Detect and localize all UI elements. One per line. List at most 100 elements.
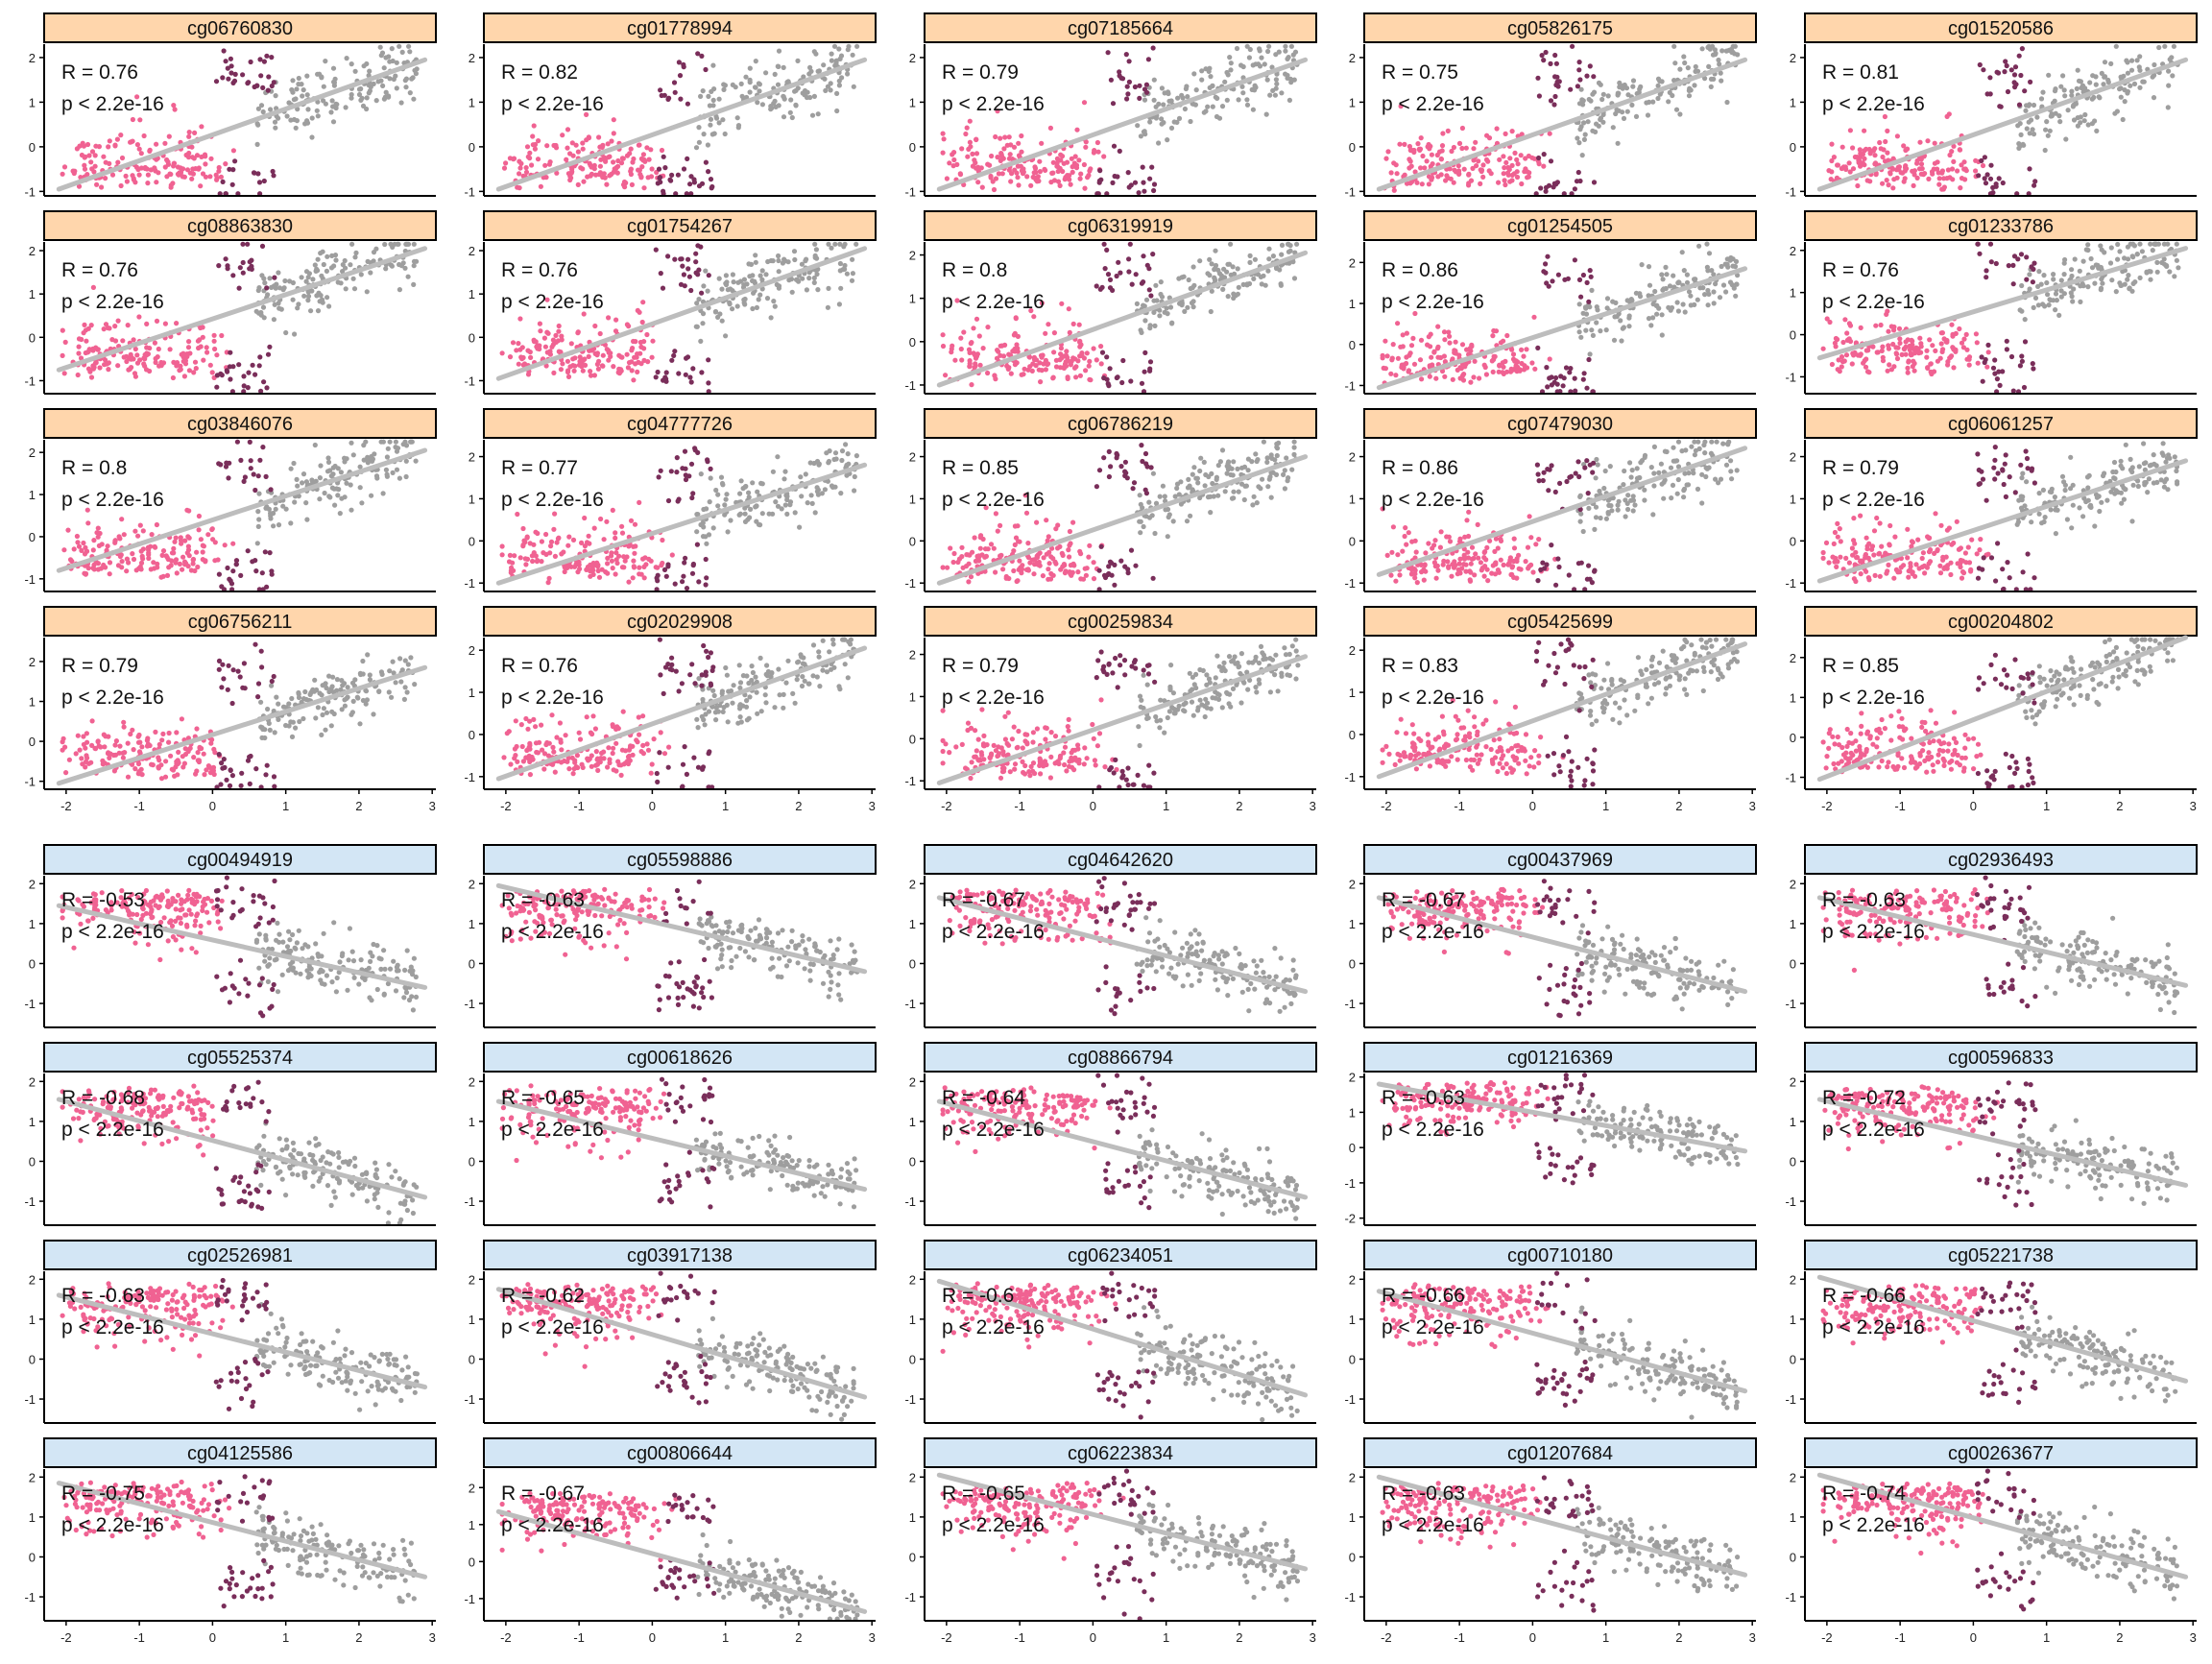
y-tick-label: -1 — [904, 184, 916, 199]
data-point — [1429, 355, 1433, 360]
data-point — [330, 104, 335, 109]
y-tick-label: 1 — [909, 292, 916, 306]
data-point — [1821, 347, 1826, 351]
data-point — [1872, 153, 1877, 157]
data-point — [1000, 171, 1005, 176]
data-point — [388, 242, 393, 247]
data-point — [1085, 566, 1090, 570]
data-point — [701, 534, 706, 539]
data-point — [325, 254, 329, 259]
data-point — [161, 574, 166, 579]
data-point — [1058, 351, 1063, 356]
data-point — [1919, 172, 1924, 177]
data-point — [2029, 117, 2033, 122]
data-point — [655, 575, 660, 580]
panel-title: cg01778994 — [627, 18, 733, 39]
data-point — [1177, 116, 1182, 121]
data-point — [1058, 183, 1063, 188]
data-point — [1273, 93, 1278, 98]
data-point — [1477, 375, 1481, 380]
data-point — [1623, 514, 1628, 518]
data-point — [1202, 110, 1207, 115]
data-point — [1868, 150, 1873, 155]
data-point — [1106, 564, 1111, 568]
data-point — [834, 59, 839, 63]
data-point — [1168, 304, 1173, 309]
data-point — [706, 380, 710, 385]
data-point — [512, 157, 517, 161]
data-point — [368, 270, 373, 275]
data-point — [2114, 289, 2119, 294]
data-point — [1677, 111, 1682, 116]
data-point — [126, 323, 131, 327]
data-point — [2059, 277, 2064, 282]
data-point — [1728, 279, 1733, 284]
data-point — [1549, 158, 1553, 163]
data-point — [1388, 372, 1393, 376]
data-point — [266, 352, 271, 357]
data-point — [241, 260, 246, 265]
data-point — [185, 167, 190, 172]
data-point — [1139, 443, 1143, 447]
data-point — [1830, 362, 1835, 367]
data-point — [730, 306, 734, 311]
data-point — [647, 157, 652, 162]
data-point — [1237, 489, 1241, 494]
data-point — [500, 543, 505, 548]
data-point — [240, 242, 245, 247]
data-point — [316, 308, 321, 313]
data-point — [965, 155, 970, 159]
data-point — [368, 88, 373, 93]
data-point — [1108, 464, 1113, 469]
data-point — [1032, 170, 1037, 175]
data-point — [1857, 160, 1862, 165]
data-point — [1897, 341, 1902, 346]
data-point — [177, 173, 181, 178]
data-point — [1096, 150, 1101, 155]
data-point — [605, 571, 610, 576]
data-point — [1101, 455, 1106, 460]
data-point — [65, 528, 70, 533]
data-point — [1123, 460, 1128, 465]
data-point — [1580, 102, 1585, 107]
data-point — [292, 331, 297, 336]
data-point — [1030, 361, 1035, 366]
data-point — [1146, 57, 1151, 61]
data-point — [978, 546, 983, 551]
data-point — [544, 143, 549, 148]
y-tick-label: 1 — [909, 492, 916, 506]
data-point — [1382, 339, 1387, 344]
data-point — [1877, 140, 1882, 145]
data-point — [223, 161, 228, 166]
data-point — [1015, 523, 1020, 528]
data-point — [1239, 466, 1244, 470]
p-value-label: p < 2.2e-16 — [1382, 93, 1484, 115]
data-point — [1677, 67, 1682, 72]
data-point — [645, 359, 650, 364]
data-point — [799, 494, 804, 498]
data-point — [2069, 274, 2074, 278]
data-point — [826, 286, 830, 291]
data-point — [622, 184, 627, 189]
data-point — [201, 557, 205, 562]
data-point — [603, 176, 608, 181]
data-point — [1389, 170, 1394, 175]
data-point — [833, 450, 838, 455]
data-point — [1043, 331, 1047, 336]
data-point — [1506, 173, 1511, 178]
data-point — [1941, 176, 1946, 181]
data-point — [154, 360, 158, 365]
data-point — [1152, 98, 1157, 103]
data-point — [1017, 559, 1022, 564]
data-point — [843, 242, 848, 247]
data-point — [2046, 133, 2051, 138]
data-point — [2020, 46, 2025, 51]
data-point — [1859, 326, 1863, 330]
data-point — [385, 454, 390, 459]
data-point — [1989, 259, 1994, 264]
data-point — [773, 499, 778, 504]
data-point — [1592, 180, 1597, 184]
data-point — [629, 348, 634, 352]
data-point — [75, 146, 80, 151]
data-point — [358, 485, 363, 490]
